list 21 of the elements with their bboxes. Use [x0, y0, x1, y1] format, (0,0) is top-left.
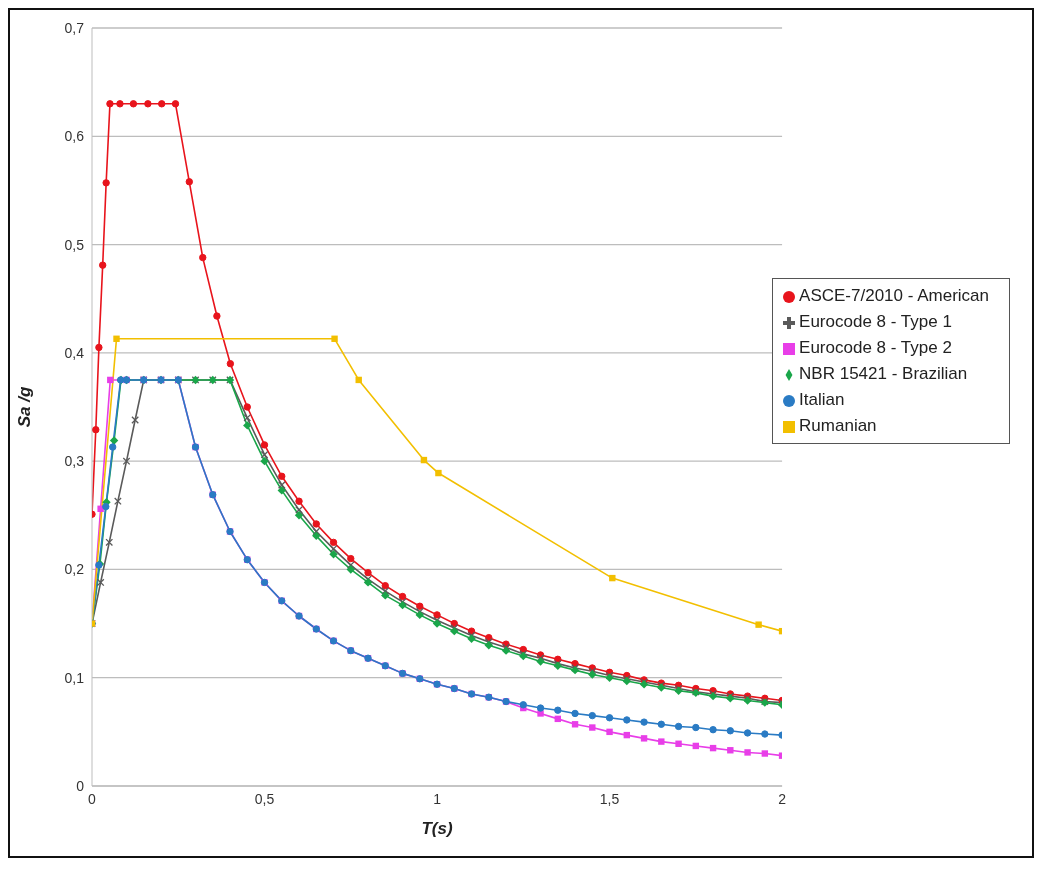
y-tick-label: 0,1	[64, 669, 85, 686]
y-tick-label: 0,2	[64, 561, 85, 578]
y-tick-label: 0,7	[64, 19, 85, 36]
x-axis-title: T(s)	[421, 819, 453, 838]
y-axis-title: Sa /g	[15, 386, 35, 428]
legend-label: Eurocode 8 - Type 2	[799, 338, 952, 357]
y-tick-label: 0,3	[64, 453, 85, 470]
x-tick-label: 1,5	[599, 790, 620, 807]
x-tick-label: 2	[778, 790, 787, 807]
y-tick-label: 0,4	[64, 344, 85, 361]
legend-label: NBR 15421 - Brazilian	[799, 364, 968, 383]
x-tick-label: 1	[433, 790, 442, 807]
legend-label: ASCE-7/2010 - American	[799, 286, 989, 305]
legend-label: Italian	[799, 390, 845, 409]
x-tick-label: 0,5	[254, 790, 275, 807]
legend-label: Rumanian	[799, 416, 877, 435]
x-tick-label: 0	[88, 790, 97, 807]
y-tick-label: 0,5	[64, 236, 85, 253]
legend-label: Eurocode 8 - Type 1	[799, 312, 952, 331]
y-tick-label: 0	[76, 777, 85, 794]
y-tick-label: 0,6	[64, 128, 85, 145]
